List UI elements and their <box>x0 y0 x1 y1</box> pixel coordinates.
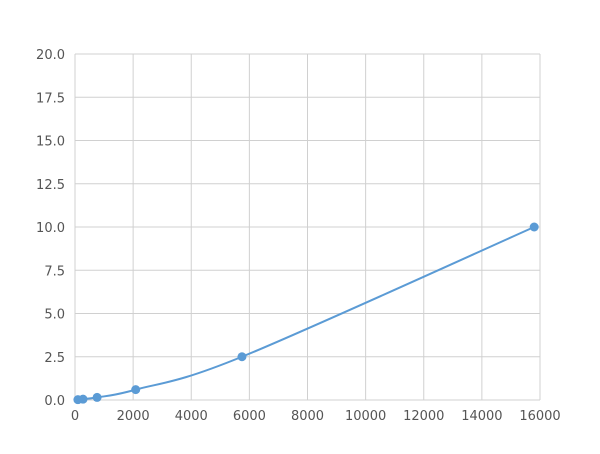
y-tick-label: 0.0 <box>44 394 65 409</box>
y-tick-label: 12.5 <box>36 178 65 193</box>
x-tick-label: 0 <box>71 409 79 424</box>
x-tick-label: 2000 <box>117 409 150 424</box>
x-tick-label: 8000 <box>291 409 324 424</box>
x-tick-label: 6000 <box>233 409 266 424</box>
y-tick-label: 7.5 <box>44 264 65 279</box>
y-tick-label: 5.0 <box>44 308 65 323</box>
grid <box>74 53 541 401</box>
y-tick-label: 17.5 <box>36 91 65 106</box>
x-tick-label: 14000 <box>461 409 502 424</box>
data-point <box>131 385 141 395</box>
tick-labels: 0 2000 4000 6000 8000 10000 12000 14000 16000 0.0… <box>36 48 561 424</box>
x-tick-label: 12000 <box>403 409 444 424</box>
series <box>73 222 539 405</box>
data-point <box>237 352 247 362</box>
y-tick-label: 20.0 <box>36 48 65 63</box>
x-tick-label: 16000 <box>519 409 560 424</box>
data-point <box>529 222 539 232</box>
y-tick-label: 2.5 <box>44 351 65 366</box>
x-tick-label: 10000 <box>345 409 386 424</box>
y-tick-label: 10.0 <box>36 221 65 236</box>
data-point <box>92 392 102 402</box>
data-point <box>78 394 88 404</box>
x-tick-label: 4000 <box>175 409 208 424</box>
y-tick-label: 15.0 <box>36 135 65 150</box>
